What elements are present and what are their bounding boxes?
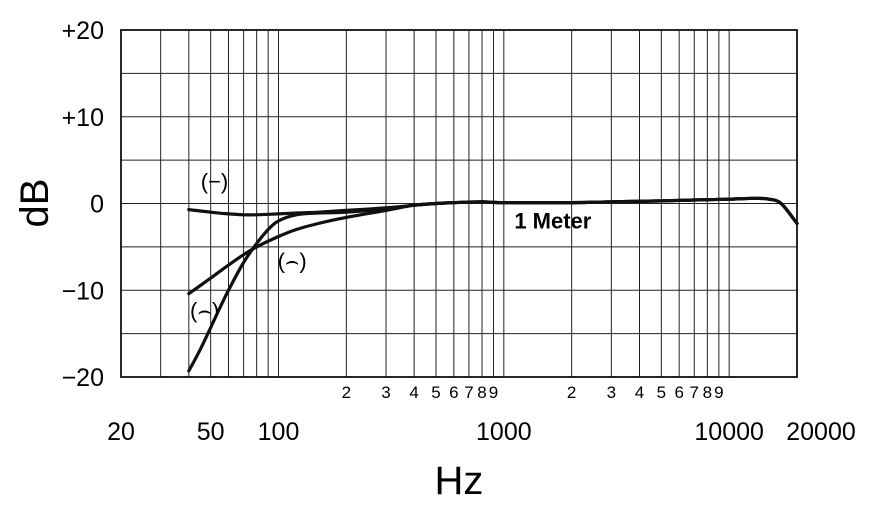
- x-minor-tick-label: 9: [489, 383, 498, 402]
- x-minor-tick-label: 7: [464, 383, 473, 402]
- x-minor-tick-label: 2: [342, 383, 351, 402]
- annotations: (−) (⌢) (⌢) 1 Meter: [190, 169, 592, 323]
- y-tick-label: −10: [62, 277, 104, 305]
- x-minor-tick-label: 5: [431, 383, 440, 402]
- x-minor-tick-label: 9: [714, 383, 723, 402]
- x-tick-label: 10000: [694, 418, 764, 446]
- x-minor-tick-label: 3: [607, 383, 616, 402]
- series-label-1: (−): [201, 169, 229, 194]
- x-minor-tick-label: 4: [409, 383, 418, 402]
- y-axis-label: dB: [13, 179, 57, 228]
- x-minor-tick-label: 8: [703, 383, 712, 402]
- y-tick-label: −20: [62, 364, 104, 392]
- x-minor-tick-label: 6: [674, 383, 683, 402]
- x-minor-tick-label: 7: [690, 383, 699, 402]
- plot-frame: [120, 29, 798, 378]
- y-tick-label: +20: [62, 17, 104, 45]
- x-minor-tick-label: 4: [635, 383, 644, 402]
- x-tick-label: 1000: [476, 418, 532, 446]
- x-minor-tick-label: 2: [567, 383, 576, 402]
- x-minor-tick-label: 6: [449, 383, 458, 402]
- x-tick-label: 20: [107, 418, 135, 446]
- y-tick-label: 0: [90, 191, 104, 219]
- x-axis-label: Hz: [435, 459, 484, 503]
- x-tick-label: 50: [197, 418, 225, 446]
- x-tick-label: 20000: [786, 418, 856, 446]
- series-label-2: (⌢): [278, 249, 307, 274]
- distance-annotation: 1 Meter: [514, 209, 591, 234]
- series-line-3: [187, 196, 799, 373]
- curves: [187, 196, 799, 373]
- y-tick-label: +10: [62, 104, 104, 132]
- x-minor-tick-label: 8: [477, 383, 486, 402]
- x-tick-label: 100: [258, 418, 300, 446]
- x-minor-tick-label: 3: [381, 383, 390, 402]
- series-label-3: (⌢): [190, 298, 219, 323]
- x-minor-tick-label: 5: [657, 383, 666, 402]
- y-axis-ticks: +20 +10 0 −10 −20: [62, 17, 104, 392]
